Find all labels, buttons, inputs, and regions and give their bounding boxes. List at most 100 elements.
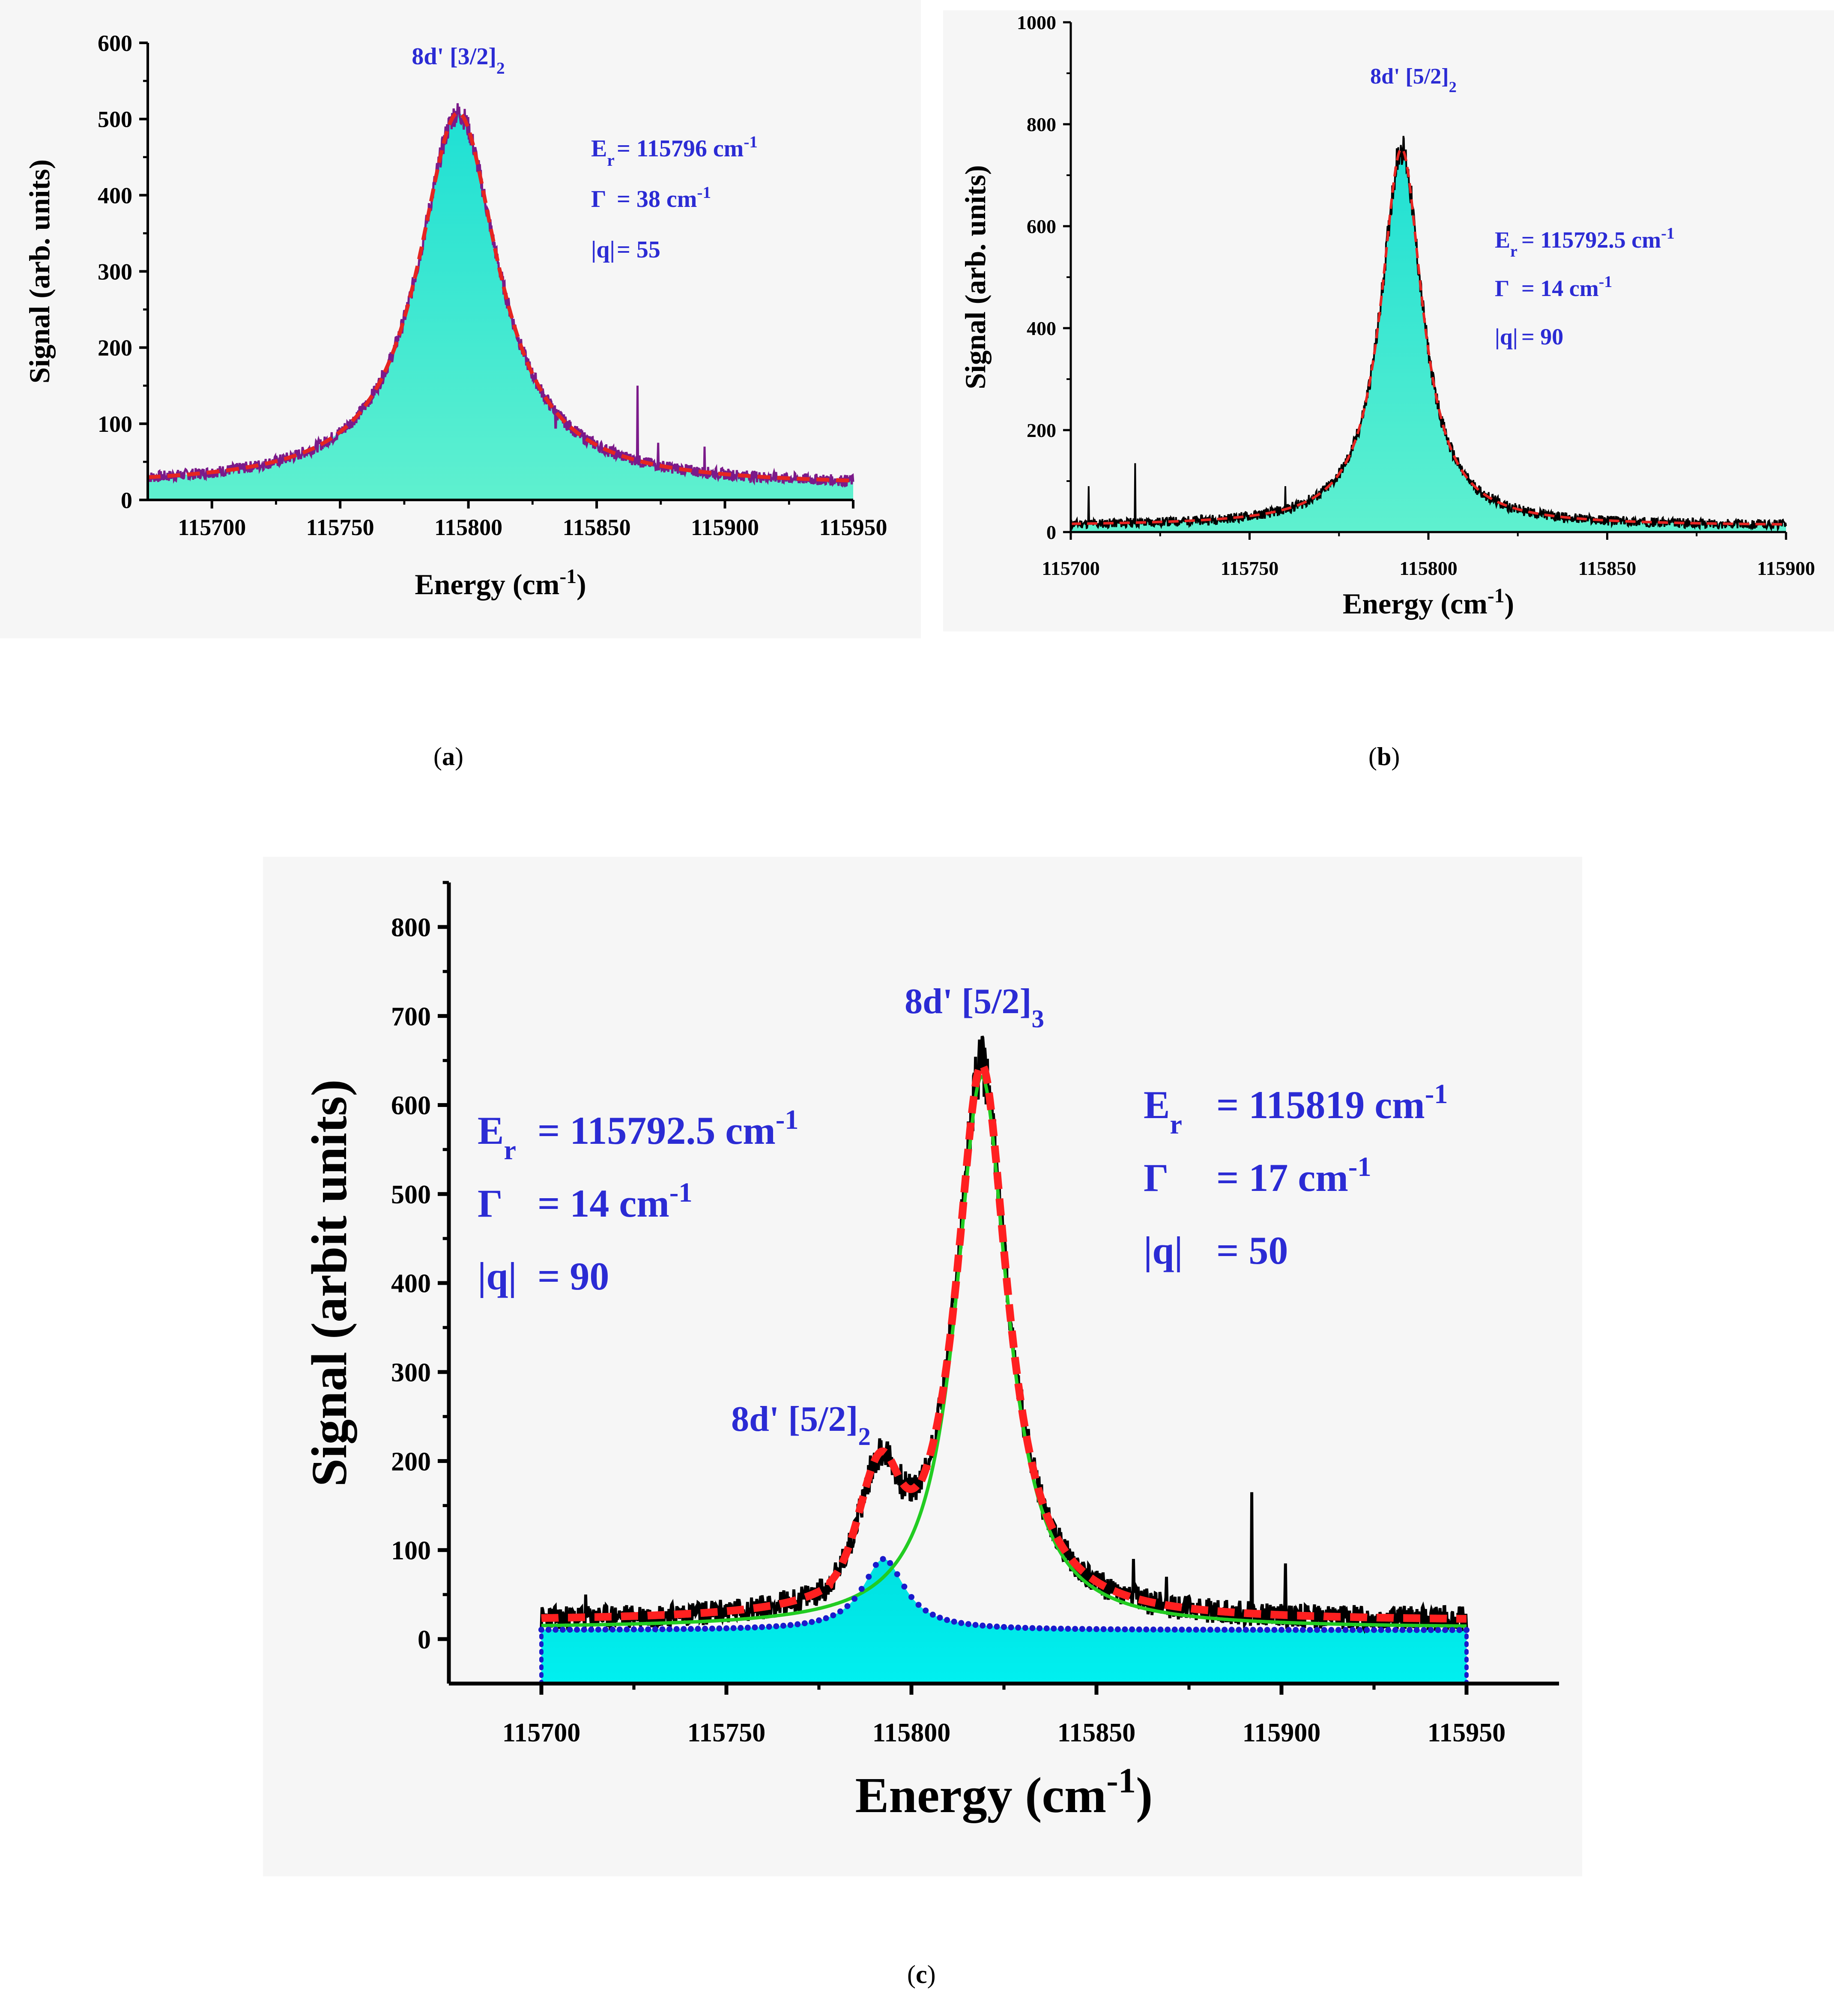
component-blue-dot [1464,1627,1470,1633]
param-right-symbol: Γ [1144,1156,1169,1199]
component-blue-dot [1293,1627,1299,1633]
component-blue-dot [787,1622,794,1628]
component-blue-dot [1200,1627,1207,1633]
x-tick-label: 115900 [1757,557,1815,579]
component-blue-dot [1307,1627,1313,1633]
component-blue-dot [687,1626,694,1632]
component-blue-dot [880,1556,886,1562]
component-blue-dot [780,1622,786,1629]
component-blue-dot [1371,1627,1377,1633]
param-symbol: Er [591,135,615,170]
y-tick-label: 400 [98,183,132,209]
component-blue-dot [1143,1626,1150,1633]
component-blue-dot [616,1626,623,1633]
x-axis-title: Energy (cm-1) [1343,585,1514,620]
x-tick-label: 115850 [1057,1718,1136,1747]
param-left-symbol: Γ [478,1181,503,1225]
component-blue-dot [1314,1627,1320,1633]
param-symbol: |q| [1495,324,1518,350]
component-blue-dot [1364,1627,1370,1633]
x-tick-label: 115900 [691,514,759,540]
component-blue-dot [1122,1626,1128,1633]
component-blue-dot [766,1624,772,1630]
component-blue-dot [937,1615,943,1621]
y-tick-label: 1000 [1017,12,1056,33]
x-tick-label: 115850 [1578,557,1636,579]
component-blue-dot [837,1608,843,1615]
param-symbol: Er [1495,227,1517,260]
component-blue-dot [986,1623,993,1629]
component-blue-dot [1399,1627,1406,1633]
component-blue-dot [965,1621,971,1627]
component-blue-dot [1165,1626,1171,1633]
component-blue-dot [645,1626,651,1633]
x-tick-label: 115700 [502,1718,581,1747]
component-blue-dot [915,1602,922,1608]
component-blue-dot [631,1626,637,1633]
component-blue-dot [823,1615,829,1621]
component-blue-dot [1157,1626,1164,1633]
peak-label: 8d' [5/2]2 [1370,64,1457,96]
component-blue-dot [1100,1626,1107,1633]
component-blue-dot [1179,1627,1185,1633]
x-tick-label: 115750 [306,514,374,540]
param-right-symbol: |q| [1144,1229,1183,1272]
param-right-value: = 115819 cm-1 [1216,1079,1448,1127]
filled-profile-area [541,1559,1467,1684]
component-blue-dot [1051,1625,1057,1632]
fit-dashed-line [148,111,853,483]
component-blue-dot [545,1627,552,1633]
component-blue-dot [1356,1627,1363,1633]
caption-a: (a) [433,742,463,771]
y-tick-label: 200 [98,335,132,361]
y-tick-label: 600 [391,1091,431,1120]
y-tick-label: 200 [391,1447,431,1476]
y-axis-title: Signal (arbit units) [301,1080,357,1487]
component-blue-dot [844,1603,851,1609]
component-blue-dot [809,1619,815,1625]
x-tick-label: 115750 [687,1718,766,1747]
peak-label-upper: 8d' [5/2]3 [905,981,1044,1033]
y-tick-label: 600 [98,30,132,56]
component-blue-dot [1108,1626,1114,1633]
panel-c-background [263,857,1582,1876]
component-blue-dot [1335,1627,1341,1633]
component-blue-dot [872,1562,879,1568]
component-blue-dot [1350,1627,1356,1633]
y-tick-label: 300 [98,259,132,284]
x-tick-label: 115700 [1042,557,1099,579]
component-blue-dot [681,1626,687,1632]
component-blue-dot [1328,1627,1335,1633]
component-blue-dot [553,1627,559,1633]
component-blue-dot [1264,1627,1270,1633]
component-blue-dot [673,1626,680,1632]
component-blue-dot [1036,1625,1043,1631]
y-tick-label: 300 [391,1358,431,1387]
component-blue-dot [1022,1624,1028,1631]
peak-label: 8d' [3/2]2 [412,43,505,78]
x-axis-title: Energy (cm-1) [415,565,586,601]
param-right-value: = 50 [1216,1229,1288,1272]
component-blue-dot [1385,1627,1392,1633]
component-blue-dot [1299,1627,1306,1633]
component-blue-dot [1072,1626,1078,1632]
y-tick-label: 0 [121,488,132,513]
component-blue-dot [1378,1627,1384,1633]
component-blue-dot [1029,1625,1036,1631]
fit-dashed-line [1071,147,1786,526]
component-blue-dot [866,1573,872,1580]
component-blue-dot [1057,1625,1064,1632]
component-blue-dot [1413,1627,1420,1633]
x-tick-label: 115800 [872,1718,951,1747]
component-blue-dot [1015,1624,1022,1631]
component-blue-dot [887,1560,893,1566]
param-value: = 115796 cm-1 [617,133,758,162]
component-blue-dot [709,1625,715,1632]
component-blue-dot [1129,1626,1135,1633]
x-axis-title: Energy (cm-1) [855,1761,1153,1823]
component-blue-dot [951,1618,957,1625]
caption-c: (c) [907,1960,936,1989]
component-blue-dot [1008,1624,1014,1630]
param-symbol: |q| [591,236,615,263]
